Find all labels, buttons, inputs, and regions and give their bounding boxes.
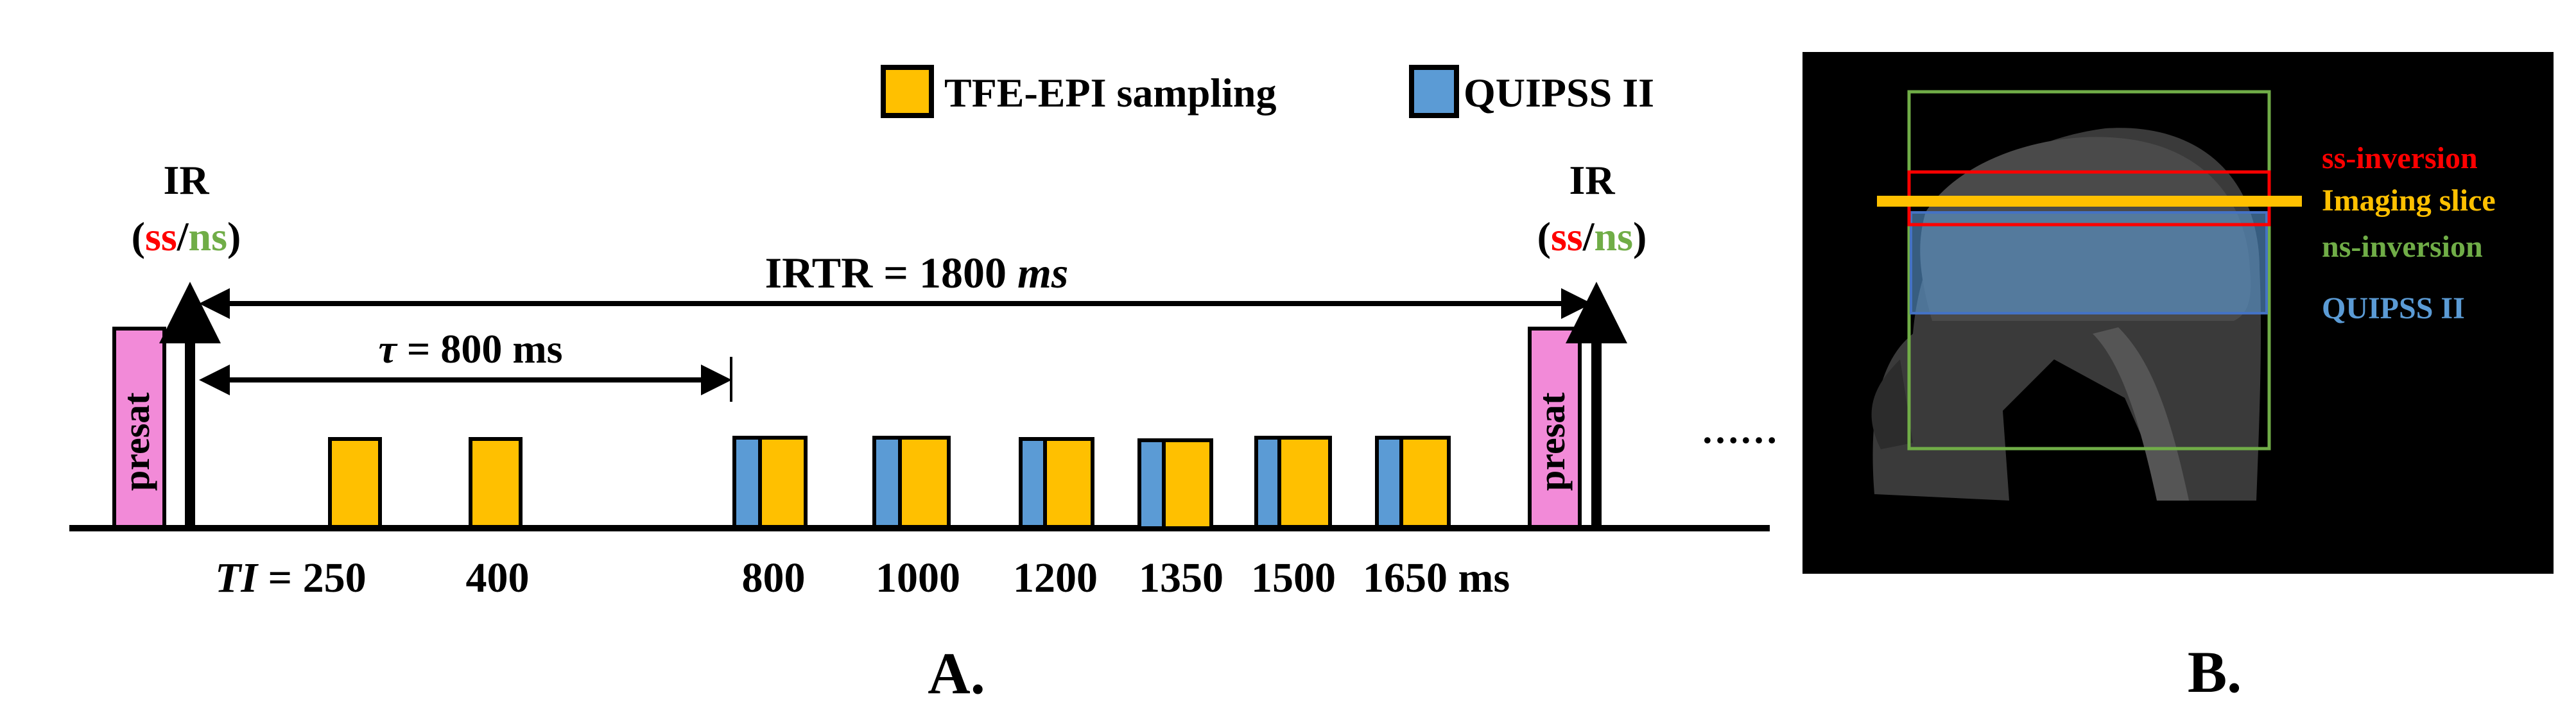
tfe-readout [898, 436, 951, 529]
legend-ss-inversion: ss-inversion [2322, 141, 2478, 175]
ir-type-left: (ss/ns) [132, 214, 241, 259]
legend-imaging-slice: Imaging slice [2322, 184, 2496, 218]
readout-800 [732, 436, 808, 529]
irtr-label: IRTR = 1800 ms [765, 248, 1069, 297]
tfe-readout [1162, 438, 1213, 530]
panel-b-label: B. [2188, 639, 2242, 705]
ti-label: 1650 ms [1363, 554, 1510, 601]
panel-a-sequence-diagram: TFE-EPI sampling QUIPSS II presat presat… [69, 65, 1778, 706]
ti-label: 400 [466, 554, 530, 601]
tfe-readout-400 [469, 437, 523, 529]
tau-label: τ = 800 ms [378, 326, 562, 372]
ti-label: 1350 [1139, 554, 1223, 601]
readout-1000 [872, 436, 951, 529]
quipss-pulse [732, 436, 762, 529]
quipss-pulse [1254, 436, 1281, 529]
ir-label-right: IR [1569, 157, 1615, 203]
ir-type-right: (ss/ns) [1537, 214, 1647, 259]
ti-label: 1200 [1013, 554, 1098, 601]
readout-1500 [1254, 436, 1332, 529]
panel-b-mri-planning: ss-inversion Imaging slice ns-inversion … [1802, 52, 2554, 705]
tfe-readout-250 [328, 437, 382, 529]
ti-label: 1000 [876, 554, 960, 601]
legend-quipss: QUIPSS II [2322, 291, 2465, 325]
presat-pulse-left [112, 327, 166, 529]
legend-tfe-swatch [881, 65, 934, 118]
presat-pulse-right [1528, 327, 1582, 529]
readout-1650 [1375, 436, 1451, 529]
legend-quipss-label: QUIPSS II [1464, 70, 1654, 116]
legend-quipss-swatch [1409, 65, 1459, 118]
quipss-band [1910, 211, 2268, 314]
quipss-pulse [1375, 436, 1403, 529]
ti-label: 1500 [1251, 554, 1336, 601]
tfe-readout [758, 436, 808, 529]
quipss-pulse [872, 436, 902, 529]
legend-tfe-label: TFE-EPI sampling [944, 70, 1276, 116]
presat-label-left: presat [116, 392, 157, 491]
readout-1350 [1137, 438, 1213, 530]
legend-ns-inversion: ns-inversion [2322, 230, 2483, 264]
ti-label: 800 [742, 554, 806, 601]
continuation-dots: …… [1701, 409, 1778, 451]
quipss-pulse [1019, 437, 1047, 529]
tfe-readout [1399, 436, 1451, 529]
quipss-pulse [1137, 438, 1166, 530]
tfe-readout [1277, 436, 1332, 529]
presat-label-right: presat [1531, 392, 1573, 491]
ns-inversion-box [1907, 90, 2271, 451]
readout-1200 [1019, 437, 1094, 529]
tfe-readout [1043, 437, 1094, 529]
ti-label-250: TI = 250 [215, 554, 367, 601]
imaging-slice-line [1877, 196, 2302, 207]
panel-a-label: A. [928, 640, 985, 706]
ir-label-left: IR [163, 157, 209, 203]
